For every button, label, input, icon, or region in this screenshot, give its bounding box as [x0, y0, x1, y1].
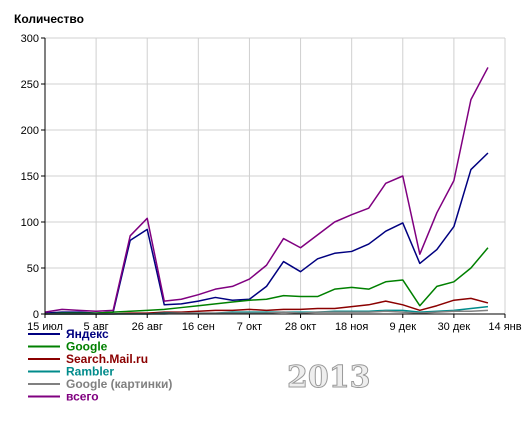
legend-label: Яндекс: [66, 327, 109, 341]
y-tick-label: 100: [21, 217, 39, 229]
x-tick-label: 14 янв: [488, 321, 521, 333]
legend-label: всего: [66, 390, 99, 404]
y-tick-label: 50: [27, 263, 39, 275]
x-tick-label: 26 авг: [132, 321, 163, 333]
x-tick-label: 5 авг: [84, 321, 109, 333]
y-tick-label: 250: [21, 79, 39, 91]
year-label: 2013: [287, 360, 371, 395]
legend-label: Search.Mail.ru: [66, 352, 148, 366]
x-tick-label: 28 окт: [285, 321, 316, 333]
series-lines: [44, 67, 489, 315]
legend-label: Rambler: [66, 365, 114, 379]
legend-label: Google (картинки): [66, 377, 172, 391]
x-tick-label: 30 дек: [438, 321, 471, 333]
series-line-5: [44, 67, 489, 313]
legend: ЯндексGoogleSearch.Mail.ruRamblerGoogle …: [28, 327, 172, 404]
y-tick-label: 150: [21, 171, 39, 183]
y-tick-label: 300: [21, 33, 39, 45]
x-tick-label: 7 окт: [237, 321, 262, 333]
y-tick-label: 0: [33, 309, 39, 321]
x-tick-label: 15 июл: [27, 321, 63, 333]
series-line-0: [44, 152, 489, 314]
series-line-1: [44, 247, 489, 315]
axes: 0 50 100 150 200 250 300 15 июл 5 авг 26 авг 16 се…: [21, 33, 522, 333]
y-tick-label: 200: [21, 125, 39, 137]
chart-title: Количество: [14, 12, 84, 26]
x-tick-label: 18 ноя: [335, 321, 368, 333]
grid: [44, 37, 506, 315]
x-tick-label: 9 дек: [390, 321, 417, 333]
legend-label: Google: [66, 340, 108, 354]
x-tick-label: 16 сен: [182, 321, 215, 333]
